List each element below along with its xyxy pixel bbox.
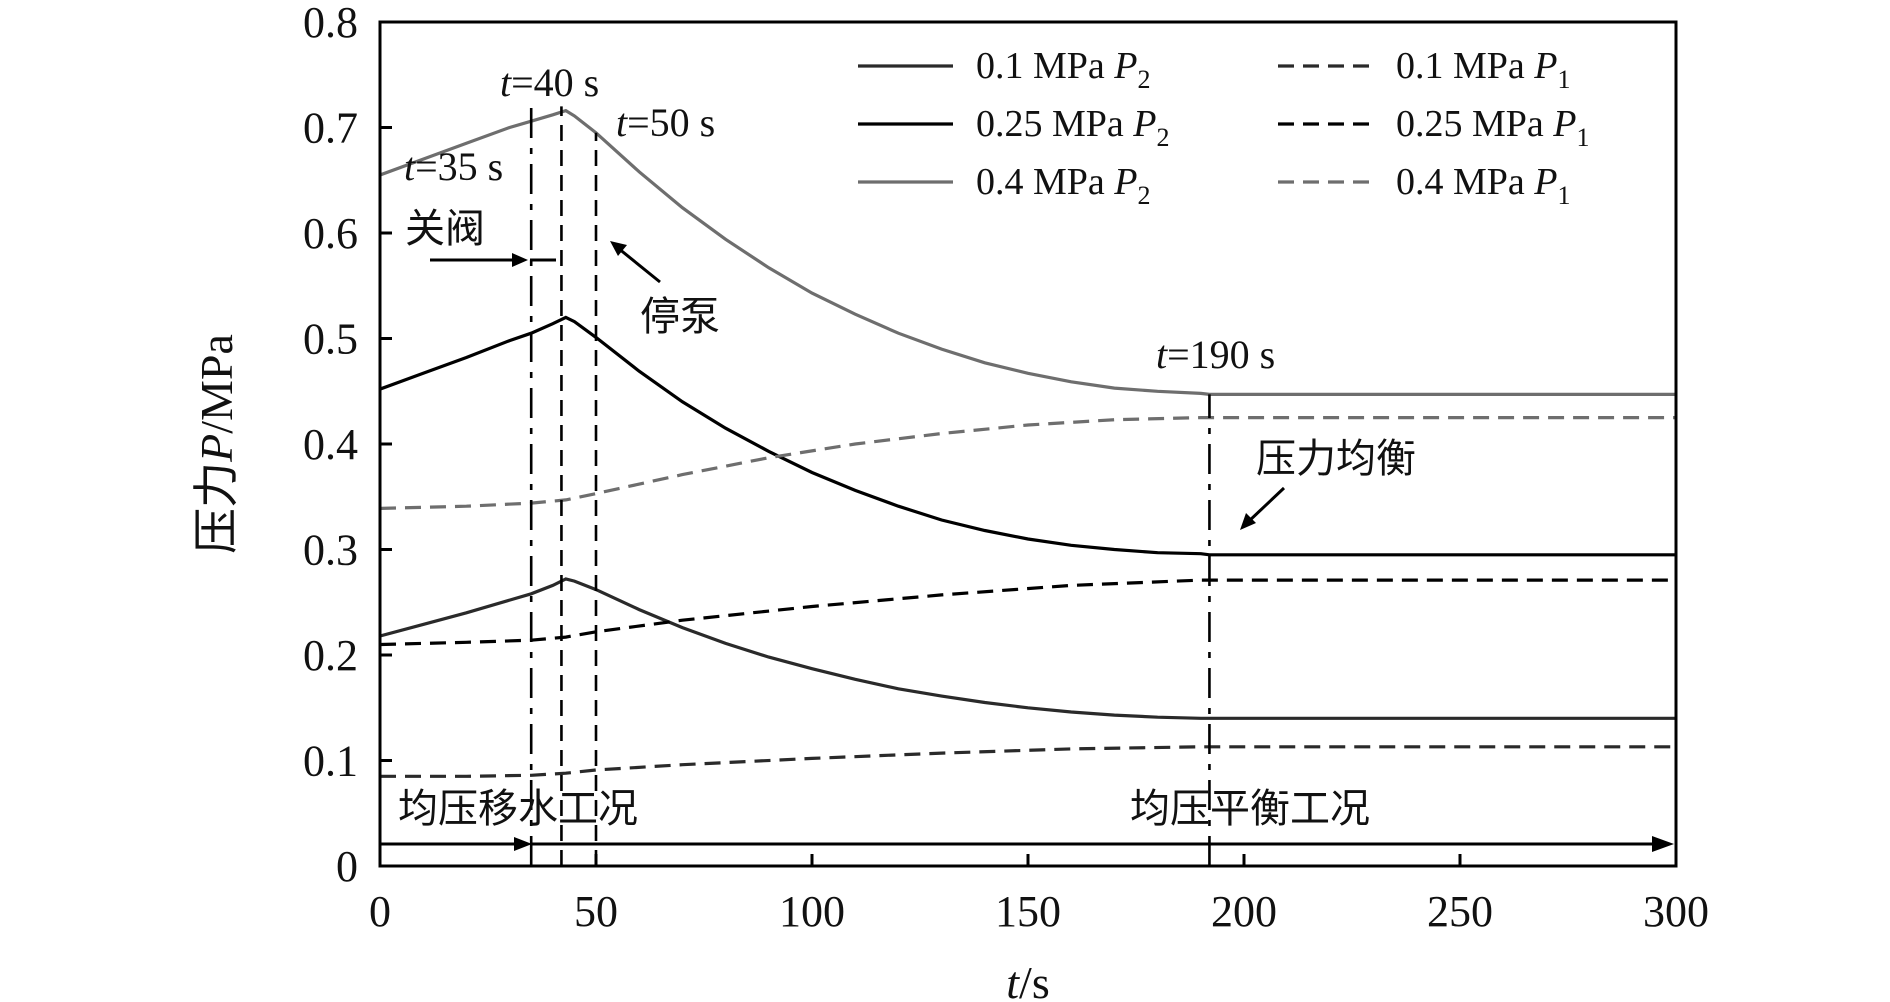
legend-label-prefix: 0.1 MPa — [1396, 45, 1534, 87]
legend-label-prefix: 0.25 MPa — [976, 103, 1133, 145]
time-label-4: t=190 s — [1156, 332, 1275, 377]
plot-frame — [378, 20, 1678, 868]
legend-label-sub: 2 — [1157, 123, 1170, 152]
legend-label-prefix: 0.4 MPa — [976, 161, 1114, 203]
time-label-var: t — [500, 60, 512, 105]
legend-label-3: 0.4 MPa P2 — [976, 161, 1151, 210]
y-tick-label: 0.5 — [303, 315, 358, 364]
legend-label-sub: 2 — [1138, 181, 1151, 210]
y-tick-label: 0.7 — [303, 104, 358, 153]
x-tick-label: 200 — [1211, 887, 1277, 936]
legend: 0.1 MPa P20.25 MPa P20.4 MPa P20.1 MPa P… — [858, 45, 1590, 210]
arrow-stop-pump-head — [610, 241, 627, 256]
legend-label-prefix: 0.1 MPa — [976, 45, 1114, 87]
time-label-value: =190 s — [1167, 332, 1275, 377]
time-label-3: t=50 s — [616, 100, 715, 145]
reference-lines — [529, 106, 1211, 866]
y-axis-unit: /MPa — [191, 334, 242, 434]
time-label-var: t — [1156, 332, 1168, 377]
x-axis-title: t/s — [1006, 957, 1049, 1002]
y-tick-label: 0 — [336, 842, 358, 891]
legend-label-4: 0.1 MPa P1 — [1396, 45, 1571, 94]
legend-label-prefix: 0.4 MPa — [1396, 161, 1534, 203]
plot-lines — [379, 108, 1676, 778]
annotation-phase-2: 均压平衡工况 — [1130, 786, 1370, 831]
x-tick-label: 100 — [779, 887, 845, 936]
y-axis-title: 压力P/MPa — [191, 334, 242, 554]
arrow-stop-pump-line — [617, 246, 661, 284]
x-tick-label: 0 — [369, 887, 391, 936]
phase-arrow-1-head — [514, 837, 532, 851]
time-label-var: t — [616, 100, 628, 145]
legend-label-6: 0.4 MPa P1 — [1396, 161, 1571, 210]
annotation-stop-pump: 停泵 — [640, 294, 720, 339]
axes — [378, 20, 1678, 868]
annotation-close-valve: 关阀 — [405, 206, 485, 251]
legend-label-sub: 2 — [1138, 65, 1151, 94]
arrow-close-valve-head — [512, 253, 528, 267]
y-tick-label: 0.1 — [303, 737, 358, 786]
legend-label-sub: 1 — [1558, 65, 1571, 94]
time-labels: t=35 st=40 st=50 st=190 s — [404, 60, 1275, 377]
y-tick-label: 0.2 — [303, 631, 358, 680]
x-axis-unit: /s — [1019, 957, 1050, 1002]
legend-label-var: P — [1132, 103, 1156, 145]
x-tick-label: 300 — [1643, 887, 1709, 936]
legend-label-var: P — [1113, 45, 1137, 87]
legend-label-sub: 1 — [1558, 181, 1571, 210]
time-label-var: t — [404, 144, 416, 189]
annotation-phase-1: 均压移水工况 — [398, 786, 638, 831]
series-line-4 — [380, 745, 1676, 778]
y-axis-ticks: 0 0.1 0.2 0.3 0.4 0.5 0.6 0.7 0.8 — [303, 0, 392, 891]
y-tick-label: 0.6 — [303, 209, 358, 258]
y-tick-label: 0.4 — [303, 420, 358, 469]
annotations: 关阀 停泵 压力均衡 均压移水工况 均压平衡工况 — [380, 206, 1674, 852]
time-label-value: =40 s — [511, 60, 599, 105]
arrow-balance-line — [1246, 486, 1286, 524]
legend-label-sub: 1 — [1577, 123, 1590, 152]
y-tick-label: 0.8 — [303, 0, 358, 47]
series-line-2 — [379, 315, 1676, 557]
legend-label-var: P — [1533, 161, 1557, 203]
x-tick-label: 50 — [574, 887, 618, 936]
y-axis-prefix: 压力 — [191, 462, 242, 554]
time-label-value: =35 s — [415, 144, 503, 189]
legend-label-1: 0.1 MPa P2 — [976, 45, 1151, 94]
x-axis-var: t — [1006, 957, 1020, 1002]
phase-arrow-2-head — [1652, 836, 1674, 852]
y-axis-var: P — [191, 434, 242, 463]
legend-label-var: P — [1533, 45, 1557, 87]
time-label-1: t=35 s — [404, 144, 503, 189]
x-tick-label: 150 — [995, 887, 1061, 936]
time-label-value: =50 s — [627, 100, 715, 145]
y-tick-label: 0.3 — [303, 526, 358, 575]
legend-label-prefix: 0.25 MPa — [1396, 103, 1553, 145]
legend-label-var: P — [1113, 161, 1137, 203]
x-axis-ticks: 0 50 100 150 200 250 300 — [369, 854, 1709, 936]
x-tick-label: 250 — [1427, 887, 1493, 936]
series-line-6 — [379, 416, 1676, 510]
legend-label-var: P — [1552, 103, 1576, 145]
series-line-1 — [379, 577, 1676, 720]
annotation-pressure-balance: 压力均衡 — [1256, 436, 1416, 481]
legend-label-5: 0.25 MPa P1 — [1396, 103, 1590, 152]
time-label-2: t=40 s — [500, 60, 599, 105]
series-line-3 — [379, 108, 1676, 396]
series-line-5 — [379, 578, 1676, 647]
legend-label-2: 0.25 MPa P2 — [976, 103, 1170, 152]
arrow-balance-head — [1240, 513, 1256, 530]
